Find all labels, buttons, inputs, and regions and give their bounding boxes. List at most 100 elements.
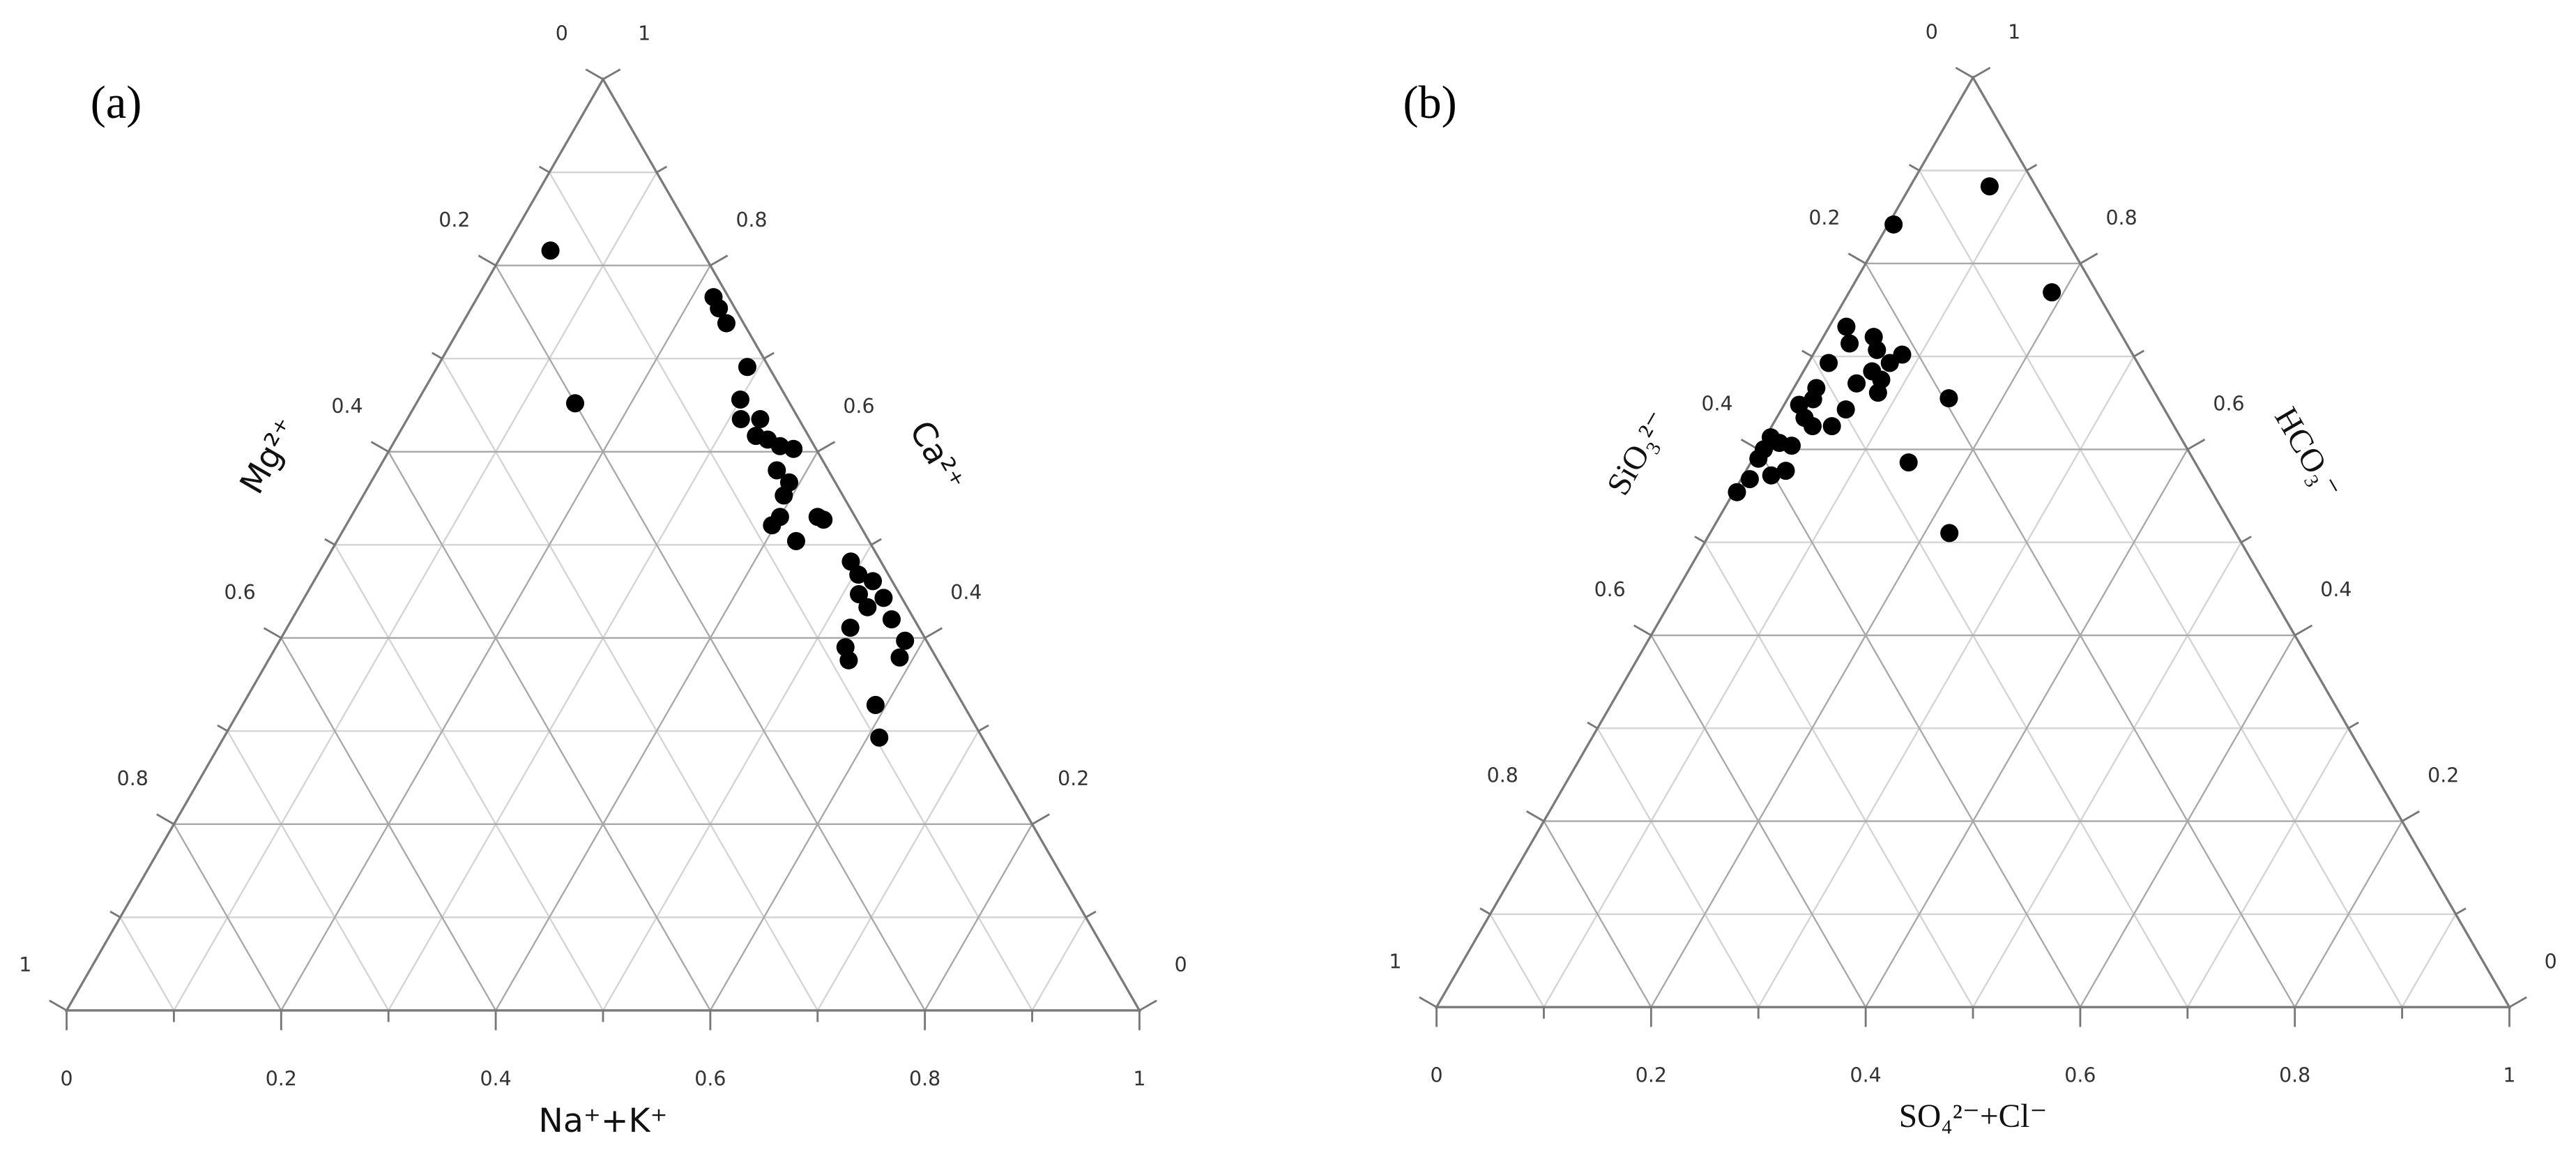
bottom-tick-label: 0.2 — [1636, 1064, 1667, 1087]
tick-mark — [924, 627, 943, 639]
left-axis-label: Mg²⁺ — [233, 412, 306, 501]
data-point — [1884, 215, 1903, 234]
grid-line — [1543, 821, 1652, 1008]
right-tick-label: 0.2 — [1058, 767, 1089, 790]
data-point — [738, 358, 756, 377]
right-tick-label: 0.4 — [2320, 578, 2352, 601]
data-point — [1762, 466, 1781, 485]
data-point — [2043, 283, 2061, 302]
tick-mark — [977, 724, 989, 732]
data-point — [1740, 470, 1759, 489]
bottom-axis-label: Na⁺+K⁺ — [538, 1102, 667, 1140]
grid-line — [1543, 169, 2027, 1008]
data-point — [1776, 462, 1795, 480]
tick-mark — [2401, 810, 2421, 822]
data-point — [1940, 524, 1959, 543]
bottom-tick-label: 0.8 — [2279, 1064, 2310, 1087]
bottom-tick-label: 0.2 — [266, 1067, 297, 1090]
grid-line — [1811, 356, 2188, 1008]
data-point — [1868, 340, 1887, 359]
right-tick-label: 0.4 — [950, 581, 982, 604]
data-point — [541, 241, 560, 260]
grid-line — [709, 637, 926, 1011]
bottom-axis-label: SO₄²⁻+Cl⁻ — [1899, 1098, 2048, 1135]
grid-line — [2186, 727, 2349, 1008]
tick-mark — [432, 351, 443, 360]
grid-line — [227, 730, 390, 1011]
tick-mark — [1955, 66, 1974, 79]
panel-label: (b) — [1403, 77, 1456, 128]
grid-line — [2294, 821, 2403, 1008]
data-point — [839, 651, 858, 669]
right-axis-label: Ca²⁺ — [901, 414, 972, 497]
tick-mark — [817, 441, 836, 453]
right-tick-label: 0.2 — [2428, 764, 2459, 787]
left-tick-label: 1 — [1389, 950, 1401, 973]
tick-mark — [1847, 252, 1866, 265]
data-point — [849, 585, 869, 604]
data-point — [775, 486, 793, 505]
tick-mark — [478, 255, 496, 266]
left-tick-label: 0.4 — [1701, 393, 1732, 416]
data-point — [710, 299, 729, 318]
data-point — [1836, 400, 1855, 419]
data-point — [1840, 334, 1859, 353]
tick-mark — [1479, 907, 1491, 916]
right-tick-label: 0.8 — [2106, 206, 2137, 229]
data-point — [1899, 453, 1918, 472]
data-point — [1770, 434, 1789, 453]
tick-mark — [585, 68, 604, 80]
data-point — [1980, 177, 1999, 196]
right-tick-label: 1 — [638, 22, 650, 45]
right-tick-label: 0.6 — [843, 395, 874, 418]
right-tick-label: 0 — [2545, 950, 2557, 973]
bottom-tick-label: 0.8 — [909, 1067, 940, 1090]
tick-mark — [2347, 721, 2359, 729]
grid-line — [2079, 635, 2296, 1008]
left-tick-label: 0 — [556, 22, 568, 45]
data-point — [890, 648, 909, 667]
data-point — [1847, 374, 1866, 393]
tick-mark — [1419, 996, 1438, 1008]
bottom-tick-label: 0.4 — [480, 1067, 511, 1090]
grid-line — [280, 637, 497, 1011]
tick-mark — [1801, 349, 1813, 358]
left-tick-label: 0.8 — [117, 767, 148, 790]
grid-line — [388, 451, 711, 1011]
tick-mark — [2508, 996, 2527, 1008]
tick-mark — [1694, 536, 1706, 543]
tick-mark — [763, 351, 775, 360]
data-point — [731, 409, 750, 429]
data-point — [1837, 317, 1856, 336]
data-point — [1868, 384, 1887, 402]
data-point — [866, 695, 885, 714]
tick-mark — [1526, 810, 1545, 822]
tick-mark — [1633, 624, 1652, 637]
data-point — [858, 598, 877, 616]
tick-mark — [155, 813, 175, 826]
right-axis-label: HCO₃⁻ — [2267, 402, 2348, 506]
data-point — [896, 631, 915, 650]
bottom-tick-label: 0.6 — [2064, 1064, 2096, 1087]
data-point — [870, 728, 889, 747]
grid-line — [1704, 542, 1974, 1008]
tick-mark — [2187, 439, 2206, 450]
tick-mark — [109, 910, 121, 918]
right-tick-label: 0.8 — [736, 209, 767, 232]
tick-mark — [710, 255, 729, 266]
right-tick-label: 0 — [1175, 953, 1187, 976]
data-point — [841, 619, 860, 637]
data-point — [1728, 483, 1746, 501]
tick-mark — [602, 68, 621, 80]
grid-line — [1596, 727, 1760, 1008]
right-tick-label: 0.6 — [2213, 393, 2244, 416]
tick-mark — [1908, 164, 1920, 172]
data-point — [768, 461, 786, 480]
tick-mark — [2294, 624, 2313, 637]
data-point — [1749, 449, 1768, 468]
data-point — [1939, 389, 1958, 408]
left-tick-label: 1 — [19, 953, 31, 976]
grid-line — [1758, 448, 2081, 1008]
grid-line — [388, 358, 765, 1011]
